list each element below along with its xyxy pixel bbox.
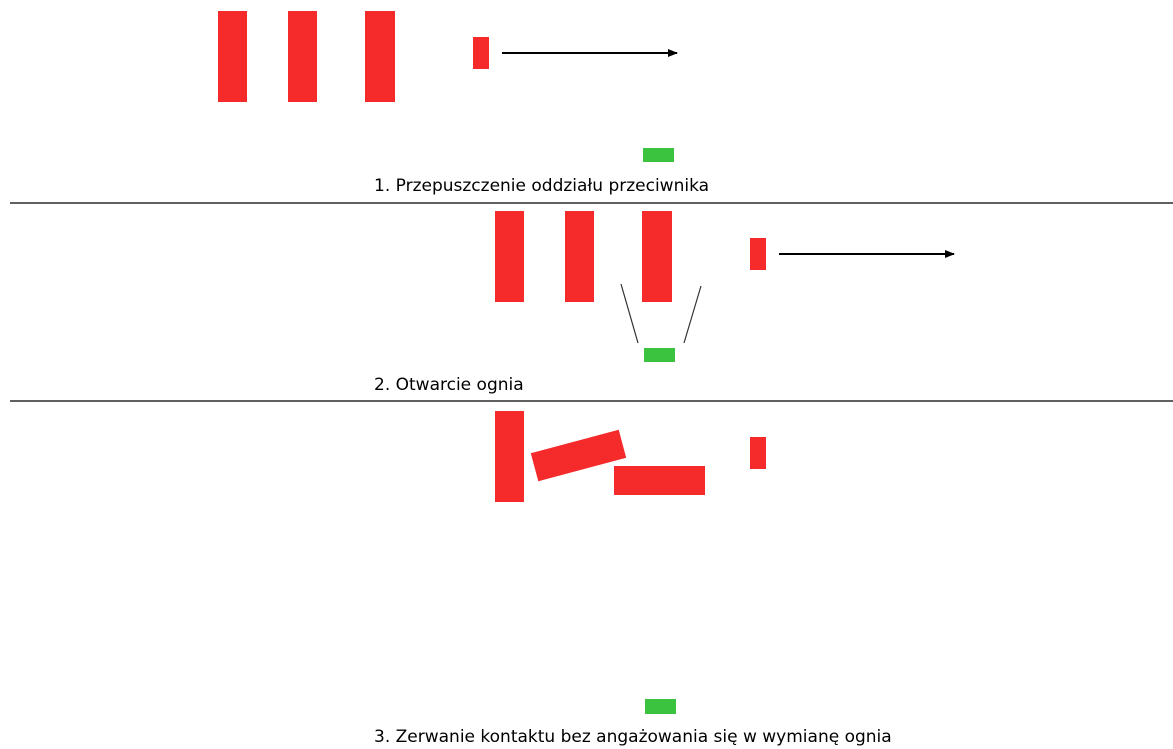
panel-caption: 1. Przepuszczenie oddziału przeciwnika (374, 176, 709, 196)
enemy-unit (288, 11, 317, 102)
enemy-unit (218, 11, 247, 102)
fire-line (683, 285, 702, 344)
panel-caption: 2. Otwarcie ognia (374, 375, 524, 395)
enemy-scout (750, 238, 766, 270)
panel-caption: 3. Zerwanie kontaktu bez angażowania się… (374, 727, 892, 747)
friendly-unit (645, 699, 676, 714)
enemy-unit (565, 211, 594, 302)
friendly-unit (643, 148, 674, 162)
enemy-unit (365, 11, 395, 102)
panel-3: 3. Zerwanie kontaktu bez angażowania się… (374, 411, 892, 747)
enemy-scout (473, 37, 489, 69)
enemy-unit (642, 211, 672, 302)
enemy-unit (495, 411, 524, 502)
enemy-unit-fallen (614, 466, 705, 495)
panel-1: 1. Przepuszczenie oddziału przeciwnika (218, 11, 709, 196)
enemy-scout (750, 437, 766, 469)
panel-2: 2. Otwarcie ognia (374, 211, 955, 395)
fire-line (620, 283, 639, 344)
friendly-unit (644, 348, 675, 362)
enemy-unit (495, 211, 524, 302)
enemy-unit-fallen (530, 429, 627, 482)
